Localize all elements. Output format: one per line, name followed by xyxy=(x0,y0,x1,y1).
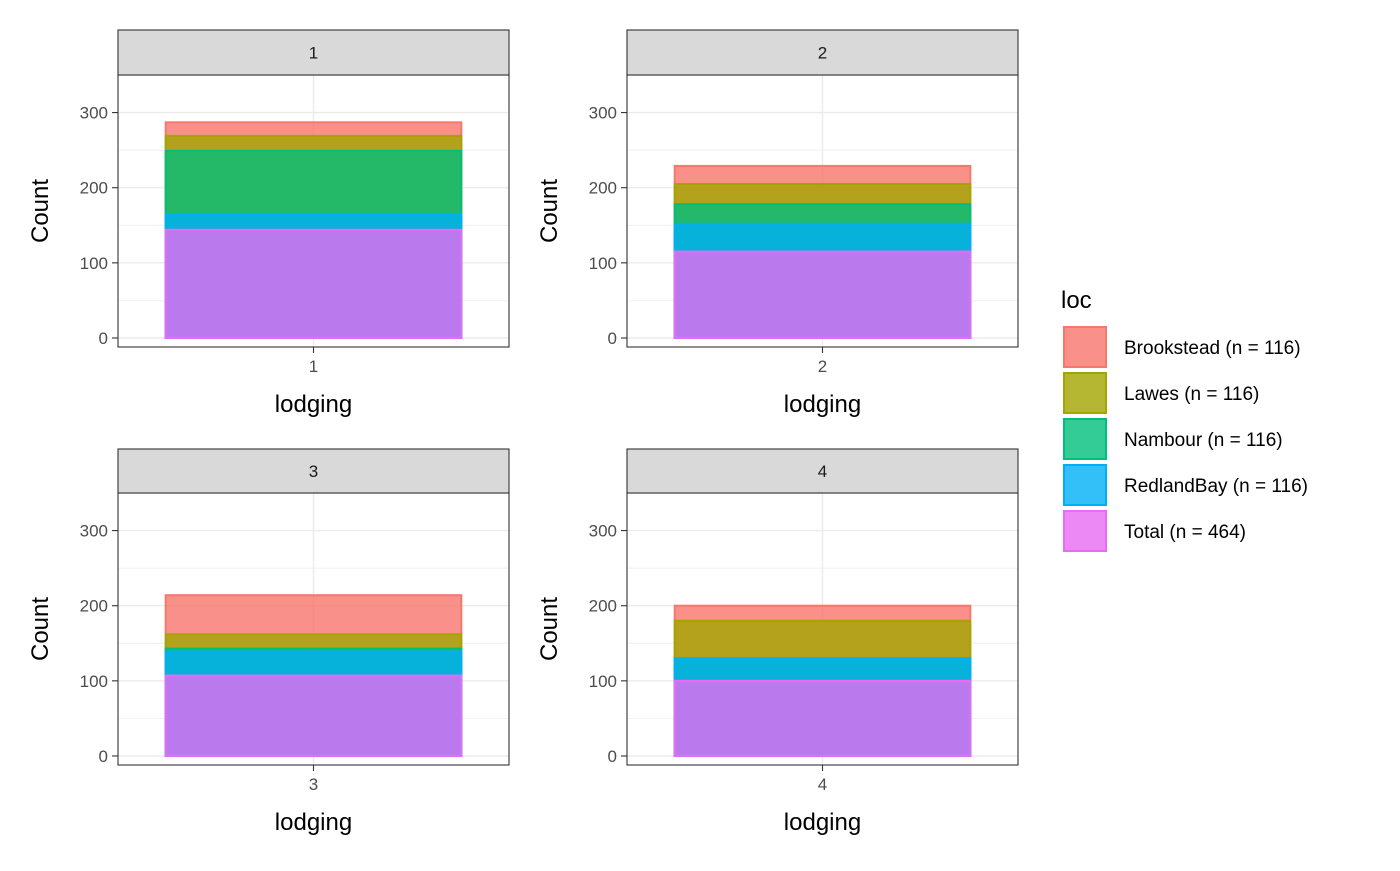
facet-panel-4: 4 0 100 200 300 4 lodging Count xyxy=(536,448,1019,836)
legend-label: Brookstead (n = 116) xyxy=(1124,338,1301,359)
facet-panel-3: 3 0 100 200 300 3 lodging Count xyxy=(27,448,510,836)
y-tick-label: 0 xyxy=(99,329,108,348)
y-axis-title: Count xyxy=(536,179,563,243)
facet-strip-label: 4 xyxy=(818,462,827,481)
y-tick-label: 200 xyxy=(80,597,108,616)
facet-panel-2: 2 0 100 200 300 2 lodging Count xyxy=(536,29,1019,418)
legend-label: RedlandBay (n = 116) xyxy=(1124,476,1308,497)
y-tick-label: 300 xyxy=(589,522,617,541)
legend-label: Total (n = 464) xyxy=(1124,522,1246,543)
y-tick-label: 0 xyxy=(99,747,108,766)
facet-strip-label: 3 xyxy=(309,462,318,481)
y-tick-label: 100 xyxy=(589,672,617,691)
legend-key-nambour xyxy=(1063,418,1107,460)
y-tick-label: 200 xyxy=(80,179,108,198)
facet-strip xyxy=(626,29,1019,76)
facet-strip xyxy=(626,448,1019,494)
x-tick-label: 4 xyxy=(818,775,827,794)
legend-label: Lawes (n = 116) xyxy=(1124,384,1259,405)
bar-total-facet-3 xyxy=(164,674,463,757)
y-tick-label: 300 xyxy=(80,522,108,541)
y-tick-label: 300 xyxy=(80,104,108,123)
bar-total-facet-4 xyxy=(673,679,972,757)
x-axis-title: lodging xyxy=(275,809,352,836)
x-tick-label: 3 xyxy=(309,775,318,794)
facet-panel-1: 1 0 100 200 300 1 lodging Count xyxy=(27,29,510,418)
x-tick-label: 1 xyxy=(309,357,318,376)
y-tick-label: 200 xyxy=(589,179,617,198)
y-tick-label: 100 xyxy=(80,254,108,273)
x-axis-title: lodging xyxy=(784,809,861,836)
y-axis-title: Count xyxy=(27,179,54,243)
legend: loc Brookstead (n = 116) Lawes (n = 116) Na… xyxy=(1061,287,1308,552)
y-tick-label: 0 xyxy=(608,747,617,766)
y-axis-title: Count xyxy=(536,597,563,661)
legend-key-redlandbay xyxy=(1063,464,1107,506)
facet-strip-label: 1 xyxy=(309,44,318,63)
y-tick-label: 100 xyxy=(589,254,617,273)
facet-strip-label: 2 xyxy=(818,44,827,63)
x-axis-title: lodging xyxy=(784,391,861,418)
legend-key-brookstead xyxy=(1063,326,1107,368)
bar-total-facet-1 xyxy=(164,228,463,339)
bar-total-facet-2 xyxy=(673,250,972,339)
legend-key-lawes xyxy=(1063,372,1107,414)
y-tick-label: 100 xyxy=(80,672,108,691)
x-axis-title: lodging xyxy=(275,391,352,418)
legend-key-total xyxy=(1063,510,1107,552)
facet-strip xyxy=(117,448,510,494)
y-tick-label: 300 xyxy=(589,104,617,123)
x-tick-label: 2 xyxy=(818,357,827,376)
y-tick-label: 200 xyxy=(589,597,617,616)
legend-title: loc xyxy=(1061,287,1092,314)
legend-label: Nambour (n = 116) xyxy=(1124,430,1283,451)
y-axis-title: Count xyxy=(27,597,54,661)
facet-strip xyxy=(117,29,510,76)
y-tick-label: 0 xyxy=(608,329,617,348)
